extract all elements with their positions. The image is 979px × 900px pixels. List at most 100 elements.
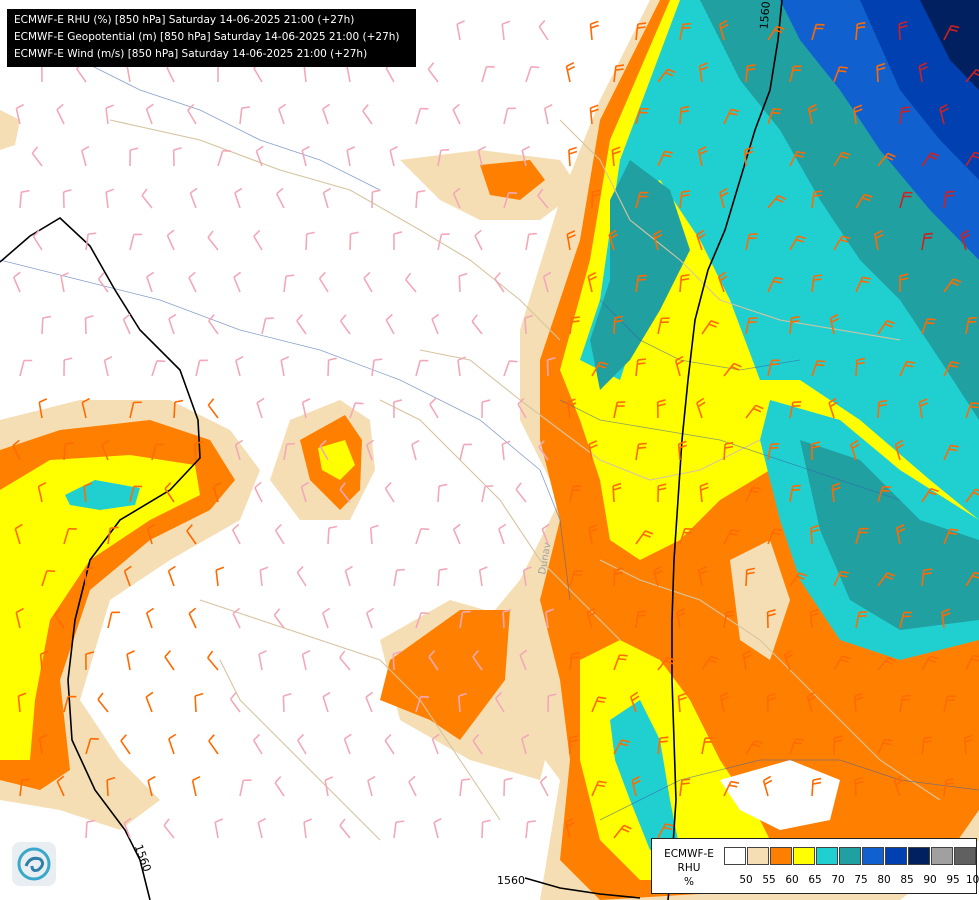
wind-barb — [569, 652, 580, 671]
wind-barb — [745, 317, 758, 335]
wind-barb — [301, 398, 311, 419]
wind-barb — [431, 313, 440, 335]
wind-barb — [437, 483, 448, 503]
wind-barb — [811, 441, 821, 461]
wind-barb — [789, 738, 804, 755]
wind-barb — [12, 271, 21, 293]
wind-barb — [613, 654, 628, 671]
wind-barb — [283, 274, 295, 293]
wind-barb — [172, 147, 182, 167]
wind-barb — [657, 150, 673, 167]
wind-barb — [762, 775, 773, 797]
wind-barb — [168, 313, 177, 335]
wind-barb — [701, 737, 714, 755]
wind-barb — [371, 189, 381, 209]
wind-barb — [85, 232, 97, 251]
legend-tick-label: 55 — [762, 874, 776, 886]
wind-barb — [855, 21, 866, 41]
river-line — [599, 299, 801, 371]
wind-barb — [191, 775, 201, 797]
wind-barb — [611, 146, 621, 167]
wind-barb — [653, 565, 663, 587]
wind-barb — [566, 230, 576, 251]
wind-barb — [501, 20, 511, 41]
wind-barb — [963, 734, 974, 755]
wind-barb — [674, 355, 685, 377]
wind-barb — [429, 397, 439, 419]
wind-barb — [363, 271, 373, 293]
wind-barb — [613, 567, 624, 587]
wind-barb — [696, 229, 706, 251]
wind-barb — [105, 104, 114, 125]
wind-barb — [456, 20, 465, 41]
wind-barb — [207, 650, 219, 671]
wind-barb — [231, 523, 241, 545]
wind-barb — [274, 776, 285, 797]
contour-label-left: 1560 — [132, 843, 154, 874]
wind-barb — [767, 442, 780, 461]
legend-swatch — [724, 847, 746, 865]
legend-ticks: 50 55 60 65 70 75 80 85 90 95 100 — [724, 874, 979, 888]
wind-barb — [745, 404, 764, 419]
wind-barb — [258, 650, 267, 671]
rh-70-region-bottom — [610, 700, 680, 850]
wind-barb — [723, 529, 740, 545]
wind-barb — [653, 229, 663, 251]
wind-barb — [587, 271, 597, 293]
legend-swatch — [747, 847, 769, 865]
wind-barb — [565, 61, 576, 83]
rh-65-region-southeast — [580, 640, 780, 880]
wind-barb — [657, 736, 669, 755]
wind-barb — [459, 610, 471, 629]
wind-barb — [698, 62, 709, 83]
wind-barb — [344, 565, 353, 587]
wind-barb — [19, 359, 33, 377]
wind-barb — [54, 608, 65, 629]
legend-tick-label: 65 — [808, 874, 822, 886]
wind-barb — [296, 565, 307, 587]
wind-barb — [921, 152, 940, 167]
wind-barb — [458, 692, 467, 713]
wind-barb — [371, 358, 383, 377]
wind-barb — [187, 103, 197, 125]
wind-barb — [569, 569, 583, 587]
wind-barb — [696, 397, 706, 419]
wind-barb — [767, 276, 784, 293]
contour-1560-east — [667, 0, 783, 900]
wind-barb — [828, 397, 838, 419]
wind-barb — [63, 527, 77, 545]
wind-barb — [186, 524, 197, 545]
wind-barb — [56, 103, 65, 125]
wind-barb — [899, 106, 911, 125]
wind-barb — [767, 25, 785, 41]
wind-barb — [365, 607, 375, 629]
wind-barb — [471, 314, 483, 335]
wind-barb — [83, 482, 93, 503]
wind-barb — [229, 692, 241, 713]
wind-barb — [151, 443, 165, 461]
wind-barb — [129, 233, 143, 251]
wind-barb — [899, 611, 913, 629]
wind-barb — [635, 530, 654, 545]
wind-barb — [701, 655, 719, 671]
legend-title-variable: RHU — [677, 862, 701, 874]
wind-barb — [63, 695, 77, 713]
wind-barb — [568, 146, 578, 167]
map-info-box: ECMWF-E RHU (%) [850 hPa] Saturday 14-06… — [7, 9, 416, 67]
wind-barb — [899, 191, 913, 209]
wind-barb — [273, 608, 285, 629]
wind-barb — [565, 817, 575, 839]
wind-barb — [853, 104, 863, 125]
wind-barb — [767, 359, 780, 377]
wind-barb — [943, 778, 955, 797]
wind-barb — [631, 775, 641, 797]
wind-barb — [129, 401, 142, 419]
wind-barb — [677, 692, 687, 713]
wind-barb — [384, 734, 395, 755]
wind-barb — [899, 273, 909, 293]
wind-barb — [657, 68, 676, 83]
wind-barb — [855, 193, 873, 209]
wind-barb — [789, 401, 802, 419]
wind-barb — [126, 650, 135, 671]
wind-barb — [234, 187, 243, 209]
